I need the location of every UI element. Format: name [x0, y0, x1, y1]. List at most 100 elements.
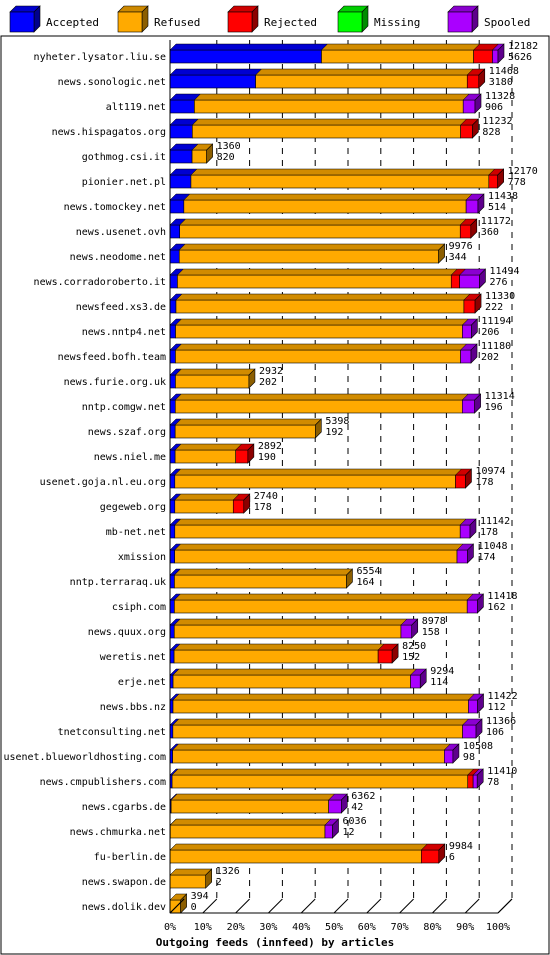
bar-segment-top	[172, 693, 475, 701]
bar-segment	[169, 49, 322, 64]
bar-row	[169, 718, 483, 739]
bar-segment-side	[411, 618, 419, 639]
bar-offered-label: 11494	[489, 266, 519, 277]
bar-segment-top	[173, 593, 474, 601]
bar-offered-label: 12182	[508, 41, 538, 52]
bar-segment	[488, 174, 498, 189]
category-label: news.hispagatos.org	[52, 127, 166, 138]
bar-row	[169, 368, 256, 389]
bar-accepted-label: 5626	[508, 52, 532, 63]
legend-item: Missing	[337, 5, 420, 33]
bar-row	[169, 493, 251, 514]
category-label: news.dolik.dev	[82, 902, 166, 913]
legend-item: Spooled	[447, 5, 530, 33]
bar-offered-label: 8250	[402, 641, 426, 652]
bar-accepted-label: 778	[508, 177, 526, 188]
bar-accepted-label: 344	[449, 252, 467, 263]
bar-offered-label: 11468	[489, 66, 519, 77]
bar-segment-top	[172, 668, 418, 676]
bar-segment	[175, 374, 250, 389]
bar-segment	[175, 299, 465, 314]
bar-accepted-label: 12	[343, 827, 355, 838]
legend-swatch	[337, 11, 363, 33]
bar-accepted-label: 178	[475, 477, 493, 488]
bar-segment-side	[472, 118, 479, 139]
bar-segment	[169, 199, 185, 214]
bar-segment	[169, 149, 193, 164]
bar-segment	[468, 699, 478, 714]
category-label: news.cmpublishers.com	[40, 777, 166, 788]
bar-segment-side	[478, 68, 486, 89]
bar-segment	[172, 749, 445, 764]
bar-segment	[492, 49, 499, 64]
legend-label: Accepted	[46, 16, 99, 29]
tick-mark	[366, 898, 382, 914]
bar-offered-label: 11172	[481, 216, 511, 227]
bar-offered-label: 8978	[422, 616, 446, 627]
bar-accepted-label: 178	[480, 527, 498, 538]
x-axis: 0% 10% 20% 30% 40% 50% 60% 70% 80% 90% 100%	[164, 40, 513, 933]
bar-row	[169, 293, 482, 314]
x-tick-label: 60%	[358, 922, 376, 933]
bar-segment	[169, 474, 176, 489]
bar-segment	[460, 124, 473, 139]
bar-segment-side	[497, 43, 505, 64]
bar-segment	[190, 174, 490, 189]
bar-segment	[174, 449, 236, 464]
bar-accepted-label: 2	[216, 877, 222, 888]
bar-segment-top	[179, 218, 467, 226]
category-label: news.quux.org	[88, 627, 166, 638]
bar-offered-label: 6036	[343, 816, 367, 827]
bar-segment	[169, 624, 175, 639]
bar-segment	[232, 499, 245, 514]
bar-segment-side	[467, 543, 474, 564]
bar-accepted-label: 820	[217, 152, 235, 163]
bar-row	[169, 393, 482, 414]
bar-row	[169, 268, 487, 289]
bar-row	[169, 243, 446, 264]
legend-label: Missing	[374, 16, 420, 29]
bar-offered-label: 5398	[325, 416, 349, 427]
bar-segment-top	[255, 68, 474, 76]
bar-segment	[169, 174, 192, 189]
bar-accepted-label: 190	[258, 452, 276, 463]
tick-mark	[169, 898, 185, 914]
bar-segment-side	[438, 243, 445, 264]
category-label: pionier.net.pl	[82, 177, 166, 188]
bar-segment	[179, 224, 461, 239]
x-tick-label: 100%	[486, 922, 510, 933]
bar-offered-label: 11410	[487, 766, 517, 777]
bar-segment	[169, 249, 180, 264]
x-tick-label: 80%	[423, 922, 441, 933]
bar-row	[169, 818, 340, 839]
bar-accepted-label: 514	[488, 202, 506, 213]
bar-row	[169, 743, 460, 764]
bar-offered-label: 12170	[508, 166, 538, 177]
bar-segment-top	[174, 493, 240, 501]
bar-segment-side	[340, 793, 348, 814]
bar-offered-label: 11418	[487, 591, 517, 602]
bar-accepted-label: 906	[485, 102, 503, 113]
bar-segment	[177, 274, 452, 289]
bar-segment	[169, 324, 176, 339]
category-label: nntp.terraraq.uk	[70, 577, 166, 588]
bar-accepted-label: 3180	[489, 77, 513, 88]
bar-segment	[174, 549, 458, 564]
bar-segment-side	[248, 368, 256, 389]
bar-segment	[444, 749, 454, 764]
bar-segment	[421, 849, 440, 864]
bar-segment	[169, 849, 422, 864]
category-label: news.sonologic.net	[58, 77, 166, 88]
x-tick-label: 40%	[292, 922, 310, 933]
bar-offered-label: 11366	[486, 716, 516, 727]
bar-segment	[472, 774, 478, 789]
bar-segment-side	[205, 868, 213, 889]
tick-mark	[202, 898, 218, 914]
bar-accepted-label: 98	[463, 752, 475, 763]
bar-segment-side	[469, 518, 477, 539]
bar-offered-label: 2892	[258, 441, 282, 452]
bar-segment	[191, 149, 207, 164]
bar-row	[169, 143, 214, 164]
bar-segment	[169, 274, 178, 289]
bar-segment	[169, 649, 175, 664]
